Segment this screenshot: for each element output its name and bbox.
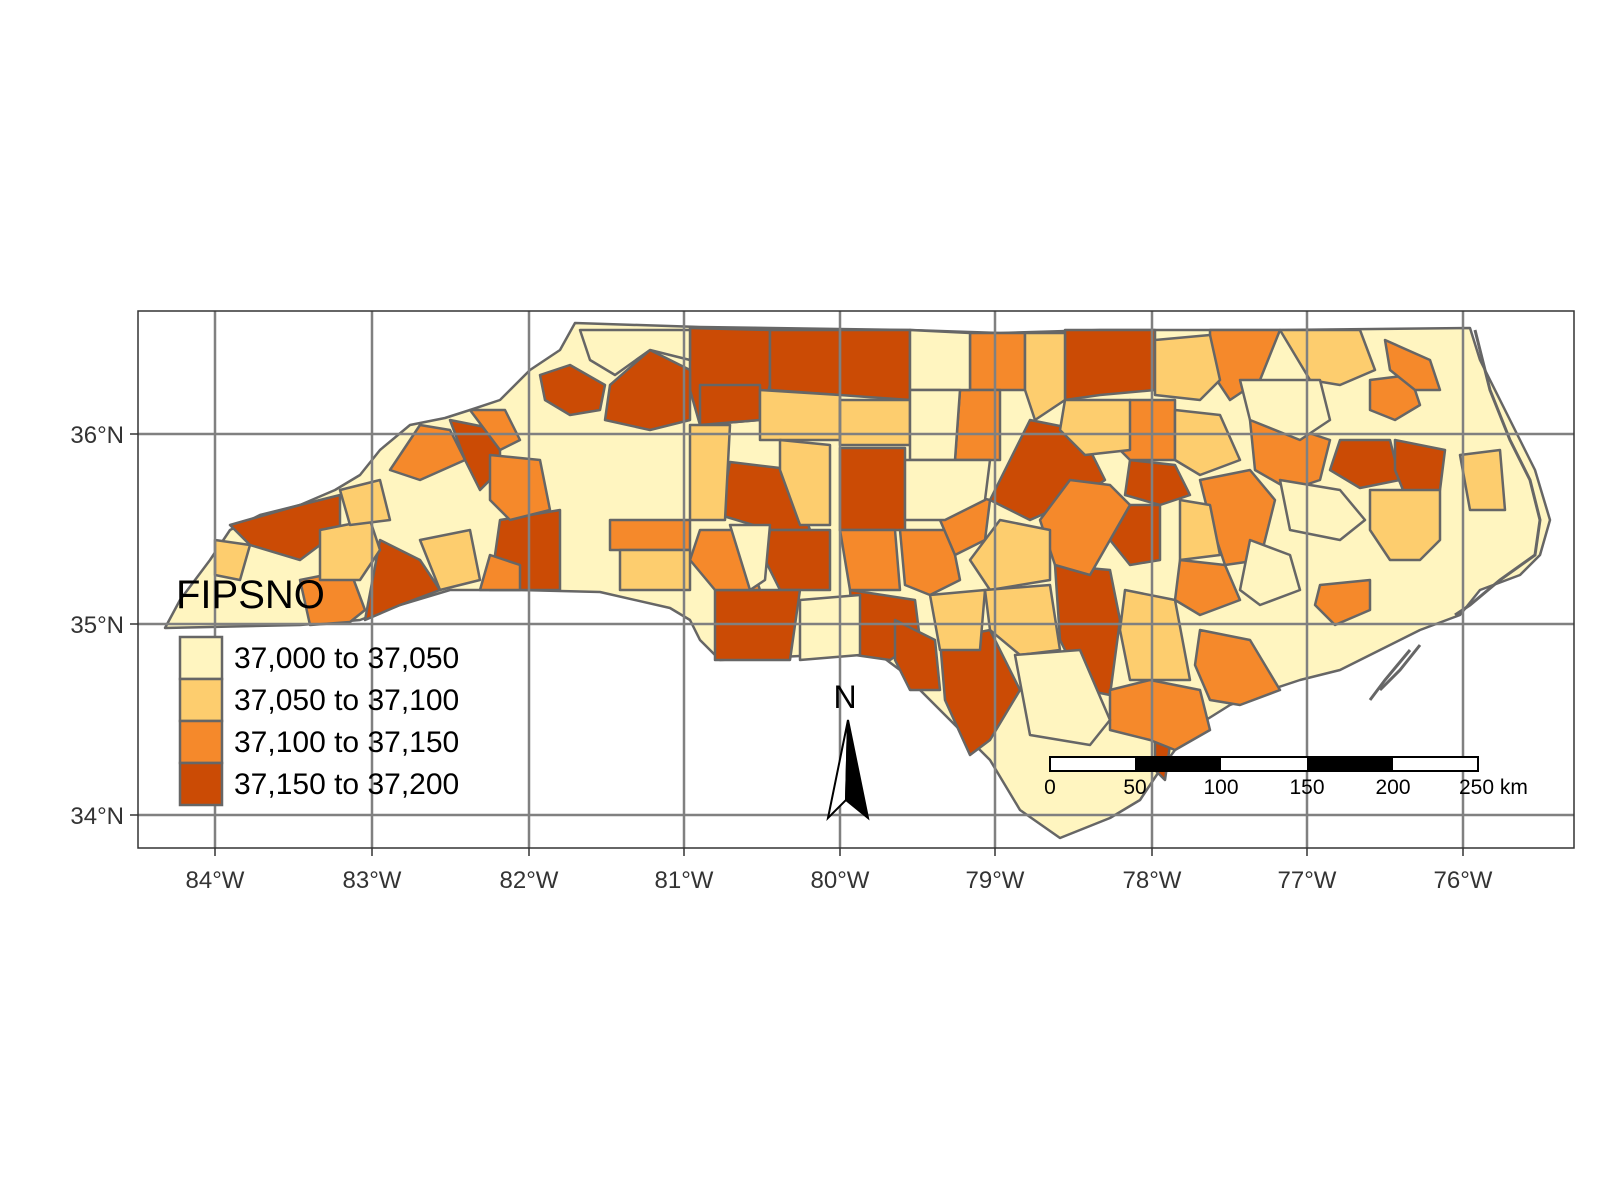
- county: [1313, 578, 1372, 627]
- county: [363, 538, 442, 622]
- county: [1108, 678, 1212, 752]
- county: [928, 588, 987, 652]
- county: [388, 423, 467, 482]
- county: [1328, 438, 1402, 490]
- county: [578, 328, 692, 377]
- legend-swatch: [178, 761, 224, 807]
- county: [1153, 333, 1222, 402]
- county: [838, 528, 902, 592]
- county: [1368, 488, 1442, 562]
- county: [418, 528, 482, 592]
- county: [728, 523, 772, 592]
- county: [1013, 648, 1112, 747]
- county: [1278, 478, 1367, 542]
- county: [838, 398, 912, 447]
- county: [1173, 558, 1242, 617]
- county: [688, 423, 732, 522]
- x-tick-label: 79°W: [966, 867, 1025, 894]
- county: [338, 478, 392, 527]
- x-tick-label: 76°W: [1434, 867, 1493, 894]
- scale-bar-segment: [1307, 757, 1393, 771]
- county: [1173, 408, 1242, 477]
- x-tick-label: 82°W: [500, 867, 559, 894]
- scale-bar-segment: [1135, 757, 1221, 771]
- class-1-counties: [578, 328, 1367, 747]
- county: [1178, 498, 1222, 562]
- x-axis-labels: 84°W 83°W 82°W 81°W 80°W 79°W 78°W 77°W …: [186, 867, 1493, 894]
- county: [968, 331, 1027, 392]
- county: [1278, 328, 1377, 387]
- legend-title: FIPSNO: [176, 573, 325, 617]
- y-tick-label: 35°N: [70, 612, 124, 639]
- scale-label: 100: [1203, 776, 1238, 799]
- county: [1383, 338, 1442, 392]
- legend-swatch: [178, 719, 224, 765]
- county: [1393, 438, 1447, 497]
- county: [1123, 458, 1192, 507]
- x-tick-label: 84°W: [186, 867, 245, 894]
- x-tick-label: 81°W: [655, 867, 714, 894]
- scale-label: 150: [1289, 776, 1324, 799]
- county: [1458, 448, 1507, 512]
- legend-swatch: [178, 677, 224, 723]
- outer-banks: [1368, 329, 1542, 701]
- county: [908, 328, 972, 392]
- county: [1063, 328, 1157, 402]
- scale-label: 200: [1375, 776, 1410, 799]
- county: [838, 446, 907, 532]
- county: [698, 383, 762, 427]
- scale-bar-frame: [1049, 756, 1479, 772]
- axis-ticks: [130, 433, 1464, 856]
- scale-label: 0: [1044, 776, 1056, 799]
- county: [838, 328, 912, 402]
- x-tick-label: 83°W: [343, 867, 402, 894]
- y-tick-label: 34°N: [70, 803, 124, 830]
- legend-label: 37,150 to 37,200: [234, 768, 459, 801]
- county: [488, 453, 552, 522]
- county: [478, 553, 522, 592]
- county: [1058, 398, 1132, 457]
- county: [768, 328, 842, 397]
- class-2-counties: [213, 328, 1507, 682]
- county: [468, 408, 522, 452]
- county: [608, 518, 692, 552]
- county: [893, 618, 942, 692]
- scale-label: 250 km: [1459, 776, 1528, 799]
- x-tick-label: 78°W: [1123, 867, 1182, 894]
- county: [758, 388, 842, 442]
- x-tick-label: 77°W: [1278, 867, 1337, 894]
- y-tick-label: 36°N: [70, 422, 124, 449]
- county: [538, 363, 607, 417]
- county: [898, 528, 962, 597]
- legend: FIPSNO 37,000 to 37,050 37,050 to 37,100 3…: [176, 573, 459, 807]
- north-arrow: N: [826, 679, 870, 822]
- legend-label: 37,100 to 37,150: [234, 726, 459, 759]
- county: [778, 438, 832, 527]
- county: [618, 548, 692, 592]
- y-axis-labels: 36°N 35°N 34°N: [70, 422, 124, 830]
- panel-border: [137, 310, 1575, 849]
- legend-label: 37,000 to 37,050: [234, 642, 459, 675]
- scale-bar: 0 50 100 150 200 250 km: [1044, 756, 1528, 799]
- county: [968, 518, 1052, 592]
- north-arrow-icon: [826, 719, 870, 822]
- scale-label: 50: [1123, 776, 1146, 799]
- county: [763, 528, 832, 592]
- legend-label: 37,050 to 37,100: [234, 684, 459, 717]
- county: [798, 593, 862, 662]
- x-tick-label: 80°W: [811, 867, 870, 894]
- class-3-counties: [298, 328, 1442, 752]
- county: [1023, 331, 1067, 422]
- county: [953, 388, 1002, 462]
- north-label: N: [833, 679, 856, 715]
- county-layer: [163, 321, 1552, 840]
- county: [1193, 628, 1282, 707]
- legend-swatch: [178, 635, 224, 681]
- county: [1238, 538, 1302, 607]
- county: [908, 388, 962, 462]
- county: [903, 458, 992, 522]
